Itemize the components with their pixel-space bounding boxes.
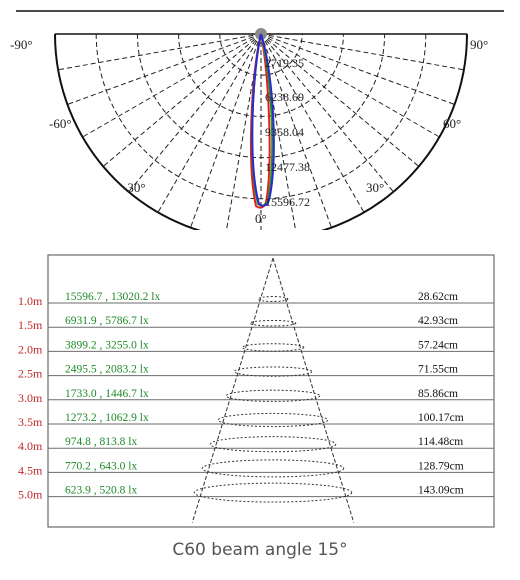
polar-radial-line [260, 33, 440, 138]
row-distance-label: 2.5m [18, 367, 43, 381]
cone-right-edge [272, 257, 355, 523]
polar-angle-label-left90: -90° [10, 37, 33, 52]
row-spot-diameter-label: 28.62cm [418, 291, 458, 303]
row-distance-label: 1.0m [18, 294, 43, 308]
cone-cross-section-ellipse [201, 459, 345, 478]
row-distance-label: 5.0m [18, 488, 43, 502]
polar-radial-line [260, 33, 332, 228]
cone-left-edge [191, 257, 274, 523]
row-spot-diameter-label: 143.09cm [418, 485, 464, 497]
polar-radial-line [260, 33, 365, 213]
polar-radial-line [260, 33, 464, 71]
polar-angle-label-left30: -30° [123, 180, 146, 195]
polar-angle-label-zero: 0° [255, 211, 267, 226]
row-illuminance-label: 1733.0 , 1446.7 lx [65, 388, 149, 400]
cone-cross-section-ellipse [217, 412, 329, 428]
row-distance-label: 1.5m [18, 318, 43, 332]
polar-radial-line [157, 33, 262, 213]
polar-ring-value-label: 6238.69 [265, 90, 304, 104]
top-divider [16, 10, 504, 12]
row-spot-diameter-label: 114.48cm [418, 436, 463, 448]
cone-cross-section-ellipse [225, 389, 321, 402]
polar-outer-arc [54, 33, 468, 230]
cone-cross-section-ellipse [249, 319, 297, 327]
cone-cross-section-ellipse [257, 296, 289, 302]
polar-radial-line [260, 33, 394, 193]
polar-radial-line [67, 33, 262, 105]
row-spot-diameter-label: 85.86cm [418, 388, 458, 400]
cone-cross-section-ellipse [233, 366, 313, 377]
beam-cone [191, 257, 355, 523]
polar-curve-blue [251, 33, 275, 207]
row-illuminance-label: 623.9 , 520.8 lx [65, 485, 137, 497]
row-illuminance-label: 1273.2 , 1062.9 lx [65, 412, 149, 424]
row-illuminance-label: 2495.5 , 2083.2 lx [65, 364, 149, 376]
polar-radial-line [260, 33, 420, 167]
polar-radial-line [260, 33, 455, 105]
polar-ring-value-label: 12477.38 [265, 160, 310, 174]
polar-ring-value-label: 2719.35 [265, 56, 304, 70]
polar-radial-line [190, 33, 262, 228]
row-spot-diameter-label: 42.93cm [418, 315, 458, 327]
cone-cross-section-ellipse [209, 436, 337, 453]
polar-radial-line [82, 33, 262, 138]
cone-cross-section-ellipse [193, 482, 353, 503]
polar-radial-line [102, 33, 262, 167]
polar-ring-value-label: 9358.04 [265, 125, 304, 139]
cone-frame [47, 254, 495, 528]
row-illuminance-label: 3899.2 , 3255.0 lx [65, 339, 149, 351]
row-distance-label: 2.0m [18, 342, 43, 356]
row-distance-label: 3.0m [18, 391, 43, 405]
row-distance-label: 4.5m [18, 463, 43, 477]
cone-row-lines [48, 302, 494, 498]
row-illuminance-label: 770.2 , 643.0 lx [65, 460, 137, 472]
polar-grid [54, 28, 468, 230]
polar-labels: 2719.35 6238.69 9358.04 12477.38 15596.72 -90… [10, 37, 488, 226]
diagram-caption: C60 beam angle 15° [172, 540, 348, 560]
row-illuminance-label: 6931.9 , 5786.7 lx [65, 315, 149, 327]
polar-angle-label-right60: 60° [443, 116, 461, 131]
polar-curves [250, 33, 275, 209]
polar-angle-label-right90: 90° [470, 37, 488, 52]
polar-angle-label-left60: -60° [49, 116, 72, 131]
polar-angle-label-right30: 30° [366, 180, 384, 195]
row-spot-diameter-label: 128.79cm [418, 460, 464, 472]
row-spot-diameter-label: 57.24cm [418, 339, 458, 351]
polar-radial-line [128, 33, 262, 193]
row-distance-label: 3.5m [18, 415, 43, 429]
row-illuminance-label: 974.8 , 813.8 lx [65, 436, 137, 448]
polar-ring-value-label: 15596.72 [265, 195, 310, 209]
cone-row-labels: 1.0m 15596.7 , 13020.2 lx 28.62cm 1.5m 6931.… [18, 291, 464, 502]
row-spot-diameter-label: 71.55cm [418, 364, 458, 376]
polar-radial-line [58, 33, 262, 71]
polar-light-distribution-chart: 2719.35 6238.69 9358.04 12477.38 15596.72 -90… [10, 28, 488, 230]
row-spot-diameter-label: 100.17cm [418, 412, 464, 424]
row-illuminance-label: 15596.7 , 13020.2 lx [65, 291, 160, 303]
row-distance-label: 4.0m [18, 439, 43, 453]
cone-cross-section-ellipse [241, 343, 305, 352]
